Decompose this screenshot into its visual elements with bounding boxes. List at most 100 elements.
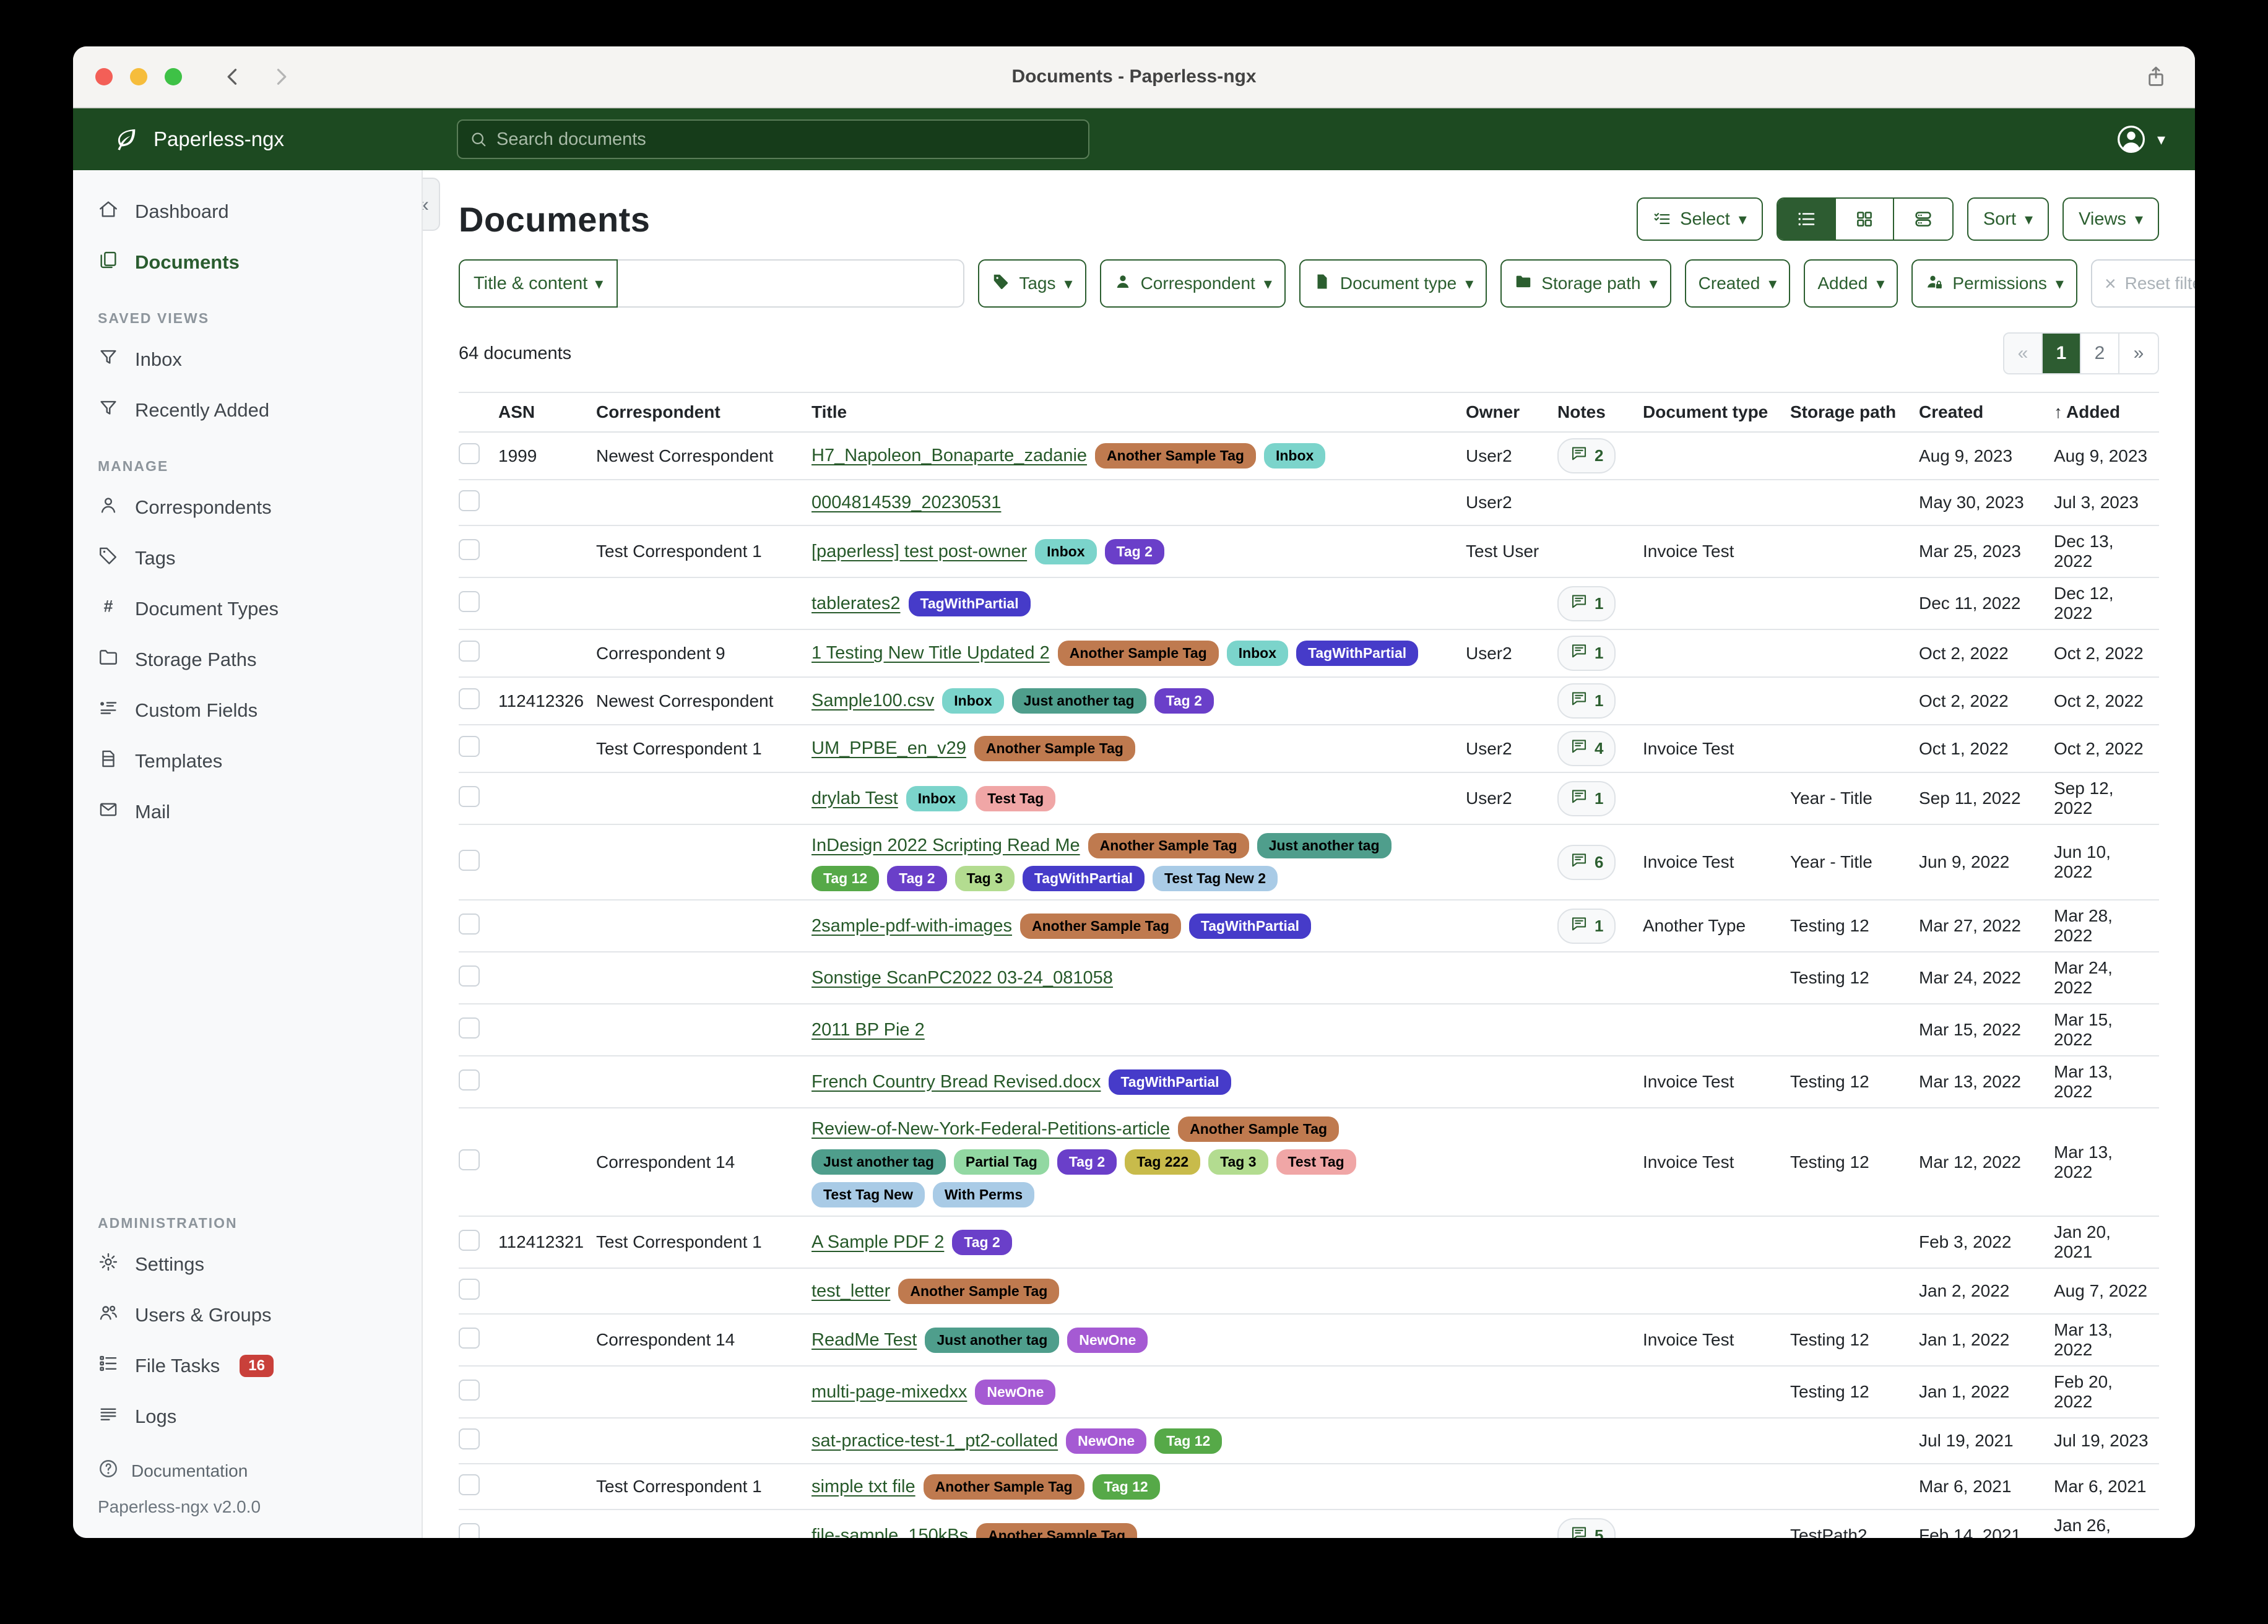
title-content-selector[interactable]: Title & content ▾	[459, 259, 618, 308]
forward-icon[interactable]	[270, 66, 292, 88]
document-title-link[interactable]: file-sample_150kBs	[812, 1525, 969, 1539]
detail-view-button[interactable]	[1894, 199, 1952, 240]
tag-chip[interactable]: Another Sample Tag	[923, 1474, 1084, 1500]
row-checkbox[interactable]	[459, 1428, 480, 1449]
row-checkbox[interactable]	[459, 538, 480, 560]
tag-chip[interactable]: Just another tag	[812, 1149, 946, 1175]
header-owner[interactable]: Owner	[1466, 402, 1520, 421]
tag-chip[interactable]: Another Sample Tag	[1088, 833, 1249, 858]
tag-chip[interactable]: Inbox	[942, 688, 1004, 714]
document-title-link[interactable]: drylab Test	[812, 788, 898, 808]
row-checkbox[interactable]	[459, 1474, 480, 1495]
tag-chip[interactable]: With Perms	[932, 1182, 1035, 1207]
header-added[interactable]: ↑ Added	[2054, 402, 2121, 421]
filter-tags-button[interactable]: Tags ▾	[978, 259, 1086, 308]
sidebar-item-storage-paths[interactable]: Storage Paths	[73, 634, 422, 685]
notes-badge[interactable]: 1	[1557, 780, 1616, 816]
document-title-link[interactable]: 0004814539_20230531	[812, 492, 1002, 512]
views-button[interactable]: Views ▾	[2062, 197, 2159, 241]
tag-chip[interactable]: Tag 12	[1092, 1474, 1160, 1500]
notes-badge[interactable]: 6	[1557, 844, 1616, 880]
reset-filters-button[interactable]: × Reset filters	[2090, 259, 2195, 308]
document-title-link[interactable]: 1 Testing New Title Updated 2	[812, 643, 1050, 663]
tag-chip[interactable]: Test Tag	[1276, 1149, 1356, 1175]
row-checkbox[interactable]	[459, 1069, 480, 1091]
row-checkbox[interactable]	[459, 785, 480, 807]
filter-permissions-button[interactable]: Permissions ▾	[1911, 259, 2077, 308]
tag-chip[interactable]: Tag 12	[812, 866, 880, 891]
tag-chip[interactable]: TagWithPartial	[1188, 913, 1312, 939]
sidebar-item-templates[interactable]: Templates	[73, 736, 422, 787]
row-checkbox[interactable]	[459, 443, 480, 464]
tag-chip[interactable]: Inbox	[906, 785, 968, 811]
tag-chip[interactable]: NewOne	[1067, 1327, 1148, 1353]
sidebar-item-tags[interactable]: Tags	[73, 533, 422, 584]
tag-chip[interactable]: Inbox	[1263, 443, 1326, 469]
document-title-link[interactable]: [paperless] test post-owner	[812, 541, 1028, 561]
tag-chip[interactable]: TagWithPartial	[1109, 1069, 1231, 1095]
notes-badge[interactable]: 1	[1557, 683, 1616, 719]
brand[interactable]: Paperless-ngx	[113, 126, 457, 153]
list-view-button[interactable]	[1777, 199, 1836, 240]
document-title-link[interactable]: H7_Napoleon_Bonaparte_zadanie	[812, 446, 1088, 465]
sort-button[interactable]: Sort ▾	[1967, 197, 2049, 241]
sidebar-item-document-types[interactable]: # Document Types	[73, 584, 422, 634]
search-input[interactable]	[496, 129, 1077, 150]
tag-chip[interactable]: Inbox	[1035, 538, 1097, 564]
document-title-link[interactable]: InDesign 2022 Scripting Read Me	[812, 836, 1080, 855]
row-checkbox[interactable]	[459, 913, 480, 935]
sidebar-item-custom-fields[interactable]: Custom Fields	[73, 685, 422, 736]
document-title-link[interactable]: French Country Bread Revised.docx	[812, 1071, 1101, 1092]
notes-badge[interactable]: 1	[1557, 908, 1616, 944]
share-icon[interactable]	[2144, 65, 2168, 89]
tag-chip[interactable]: TagWithPartial	[1022, 866, 1145, 891]
row-checkbox[interactable]	[459, 1149, 480, 1170]
documentation-link[interactable]: Documentation	[73, 1442, 422, 1490]
tag-chip[interactable]: Tag 2	[1154, 688, 1214, 714]
pagination-page-1[interactable]: 1	[2043, 334, 2081, 373]
tag-chip[interactable]: Just another tag	[925, 1327, 1060, 1353]
filter-created-button[interactable]: Created ▾	[1684, 259, 1791, 308]
header-storage-path[interactable]: Storage path	[1790, 402, 1897, 421]
notes-badge[interactable]: 2	[1557, 438, 1616, 473]
header-asn[interactable]: ASN	[498, 402, 535, 421]
tag-chip[interactable]: Test Tag	[976, 785, 1056, 811]
header-correspondent[interactable]: Correspondent	[596, 402, 721, 421]
tag-chip[interactable]: Tag 222	[1125, 1149, 1201, 1175]
tag-chip[interactable]: NewOne	[975, 1379, 1056, 1405]
sidebar-item-logs[interactable]: Logs	[73, 1391, 422, 1442]
tag-chip[interactable]: Test Tag New 2	[1153, 866, 1278, 891]
notes-badge[interactable]: 4	[1557, 731, 1616, 766]
grid-view-button[interactable]	[1835, 199, 1894, 240]
select-button[interactable]: Select ▾	[1637, 197, 1763, 241]
tag-chip[interactable]: NewOne	[1066, 1428, 1147, 1454]
row-checkbox[interactable]	[459, 688, 480, 709]
tag-chip[interactable]: Another Sample Tag	[1178, 1116, 1340, 1142]
tag-chip[interactable]: Tag 12	[1154, 1428, 1223, 1454]
tag-chip[interactable]: Tag 2	[952, 1229, 1012, 1255]
filter-storage-path-button[interactable]: Storage path ▾	[1500, 259, 1671, 308]
tag-chip[interactable]: Tag 2	[1104, 538, 1164, 564]
zoom-window-button[interactable]	[165, 68, 182, 85]
row-checkbox[interactable]	[459, 641, 480, 662]
tag-chip[interactable]: Just another tag	[1011, 688, 1146, 714]
tag-chip[interactable]: Inbox	[1226, 641, 1289, 666]
document-title-link[interactable]: test_letter	[812, 1281, 891, 1301]
tag-chip[interactable]: Tag 3	[1208, 1149, 1268, 1175]
sidebar-item-mail[interactable]: Mail	[73, 787, 422, 837]
document-title-link[interactable]: 2sample-pdf-with-images	[812, 915, 1012, 936]
tag-chip[interactable]: Tag 2	[887, 866, 947, 891]
tag-chip[interactable]: Tag 2	[1057, 1149, 1117, 1175]
minimize-window-button[interactable]	[130, 68, 147, 85]
row-checkbox[interactable]	[459, 490, 480, 511]
sidebar-item-users-groups[interactable]: Users & Groups	[73, 1290, 422, 1341]
filter-correspondent-button[interactable]: Correspondent ▾	[1099, 259, 1286, 308]
sidebar-item-correspondents[interactable]: Correspondents	[73, 482, 422, 533]
row-checkbox[interactable]	[459, 1379, 480, 1401]
pagination-next-button[interactable]: »	[2119, 334, 2158, 373]
tag-chip[interactable]: Another Sample Tag	[1019, 913, 1181, 939]
document-title-link[interactable]: UM_PPBE_en_v29	[812, 738, 966, 758]
sidebar-item-settings[interactable]: Settings	[73, 1239, 422, 1290]
row-checkbox[interactable]	[459, 849, 480, 871]
filter-document-type-button[interactable]: Document type ▾	[1299, 259, 1487, 308]
